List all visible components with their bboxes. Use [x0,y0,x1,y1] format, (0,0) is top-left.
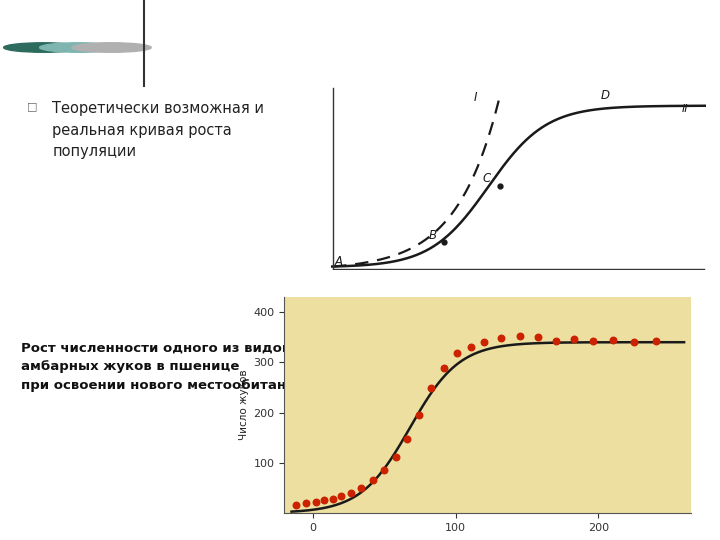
Text: A: A [334,255,342,268]
Circle shape [40,43,119,52]
Y-axis label: Число жуков: Число жуков [239,370,249,440]
Point [390,453,402,461]
Text: □: □ [27,101,37,111]
Point [290,501,302,509]
Point [514,332,526,341]
Point [336,492,347,501]
Point [367,476,379,485]
Point [300,498,312,507]
Point [310,498,322,507]
Circle shape [72,43,151,52]
Point [426,384,437,393]
Circle shape [4,43,83,52]
Point [327,495,338,503]
Point [649,337,661,346]
Point [438,364,450,373]
Text: C: C [483,172,491,185]
Point [607,335,618,344]
Point [401,434,413,443]
Point [568,335,580,343]
Point [533,333,544,341]
Text: Рост численности одного из видов
амбарных жуков в пшенице
при освоении нового ме: Рост численности одного из видов амбарны… [21,342,304,392]
Text: B: B [428,229,436,242]
Point [479,338,490,347]
Text: D: D [600,89,610,102]
Point [629,338,640,347]
Point [413,410,424,419]
Text: II: II [681,104,688,114]
Text: Теоретически возможная и
реальная кривая роста
популяции: Теоретически возможная и реальная кривая… [53,101,264,159]
Point [550,337,562,346]
Text: I: I [474,91,477,104]
Point [356,483,367,492]
Point [346,489,357,497]
Point [451,349,463,357]
Point [495,334,507,342]
Point [379,466,390,475]
Point [466,343,477,352]
Point [587,337,598,346]
Point [319,496,330,505]
